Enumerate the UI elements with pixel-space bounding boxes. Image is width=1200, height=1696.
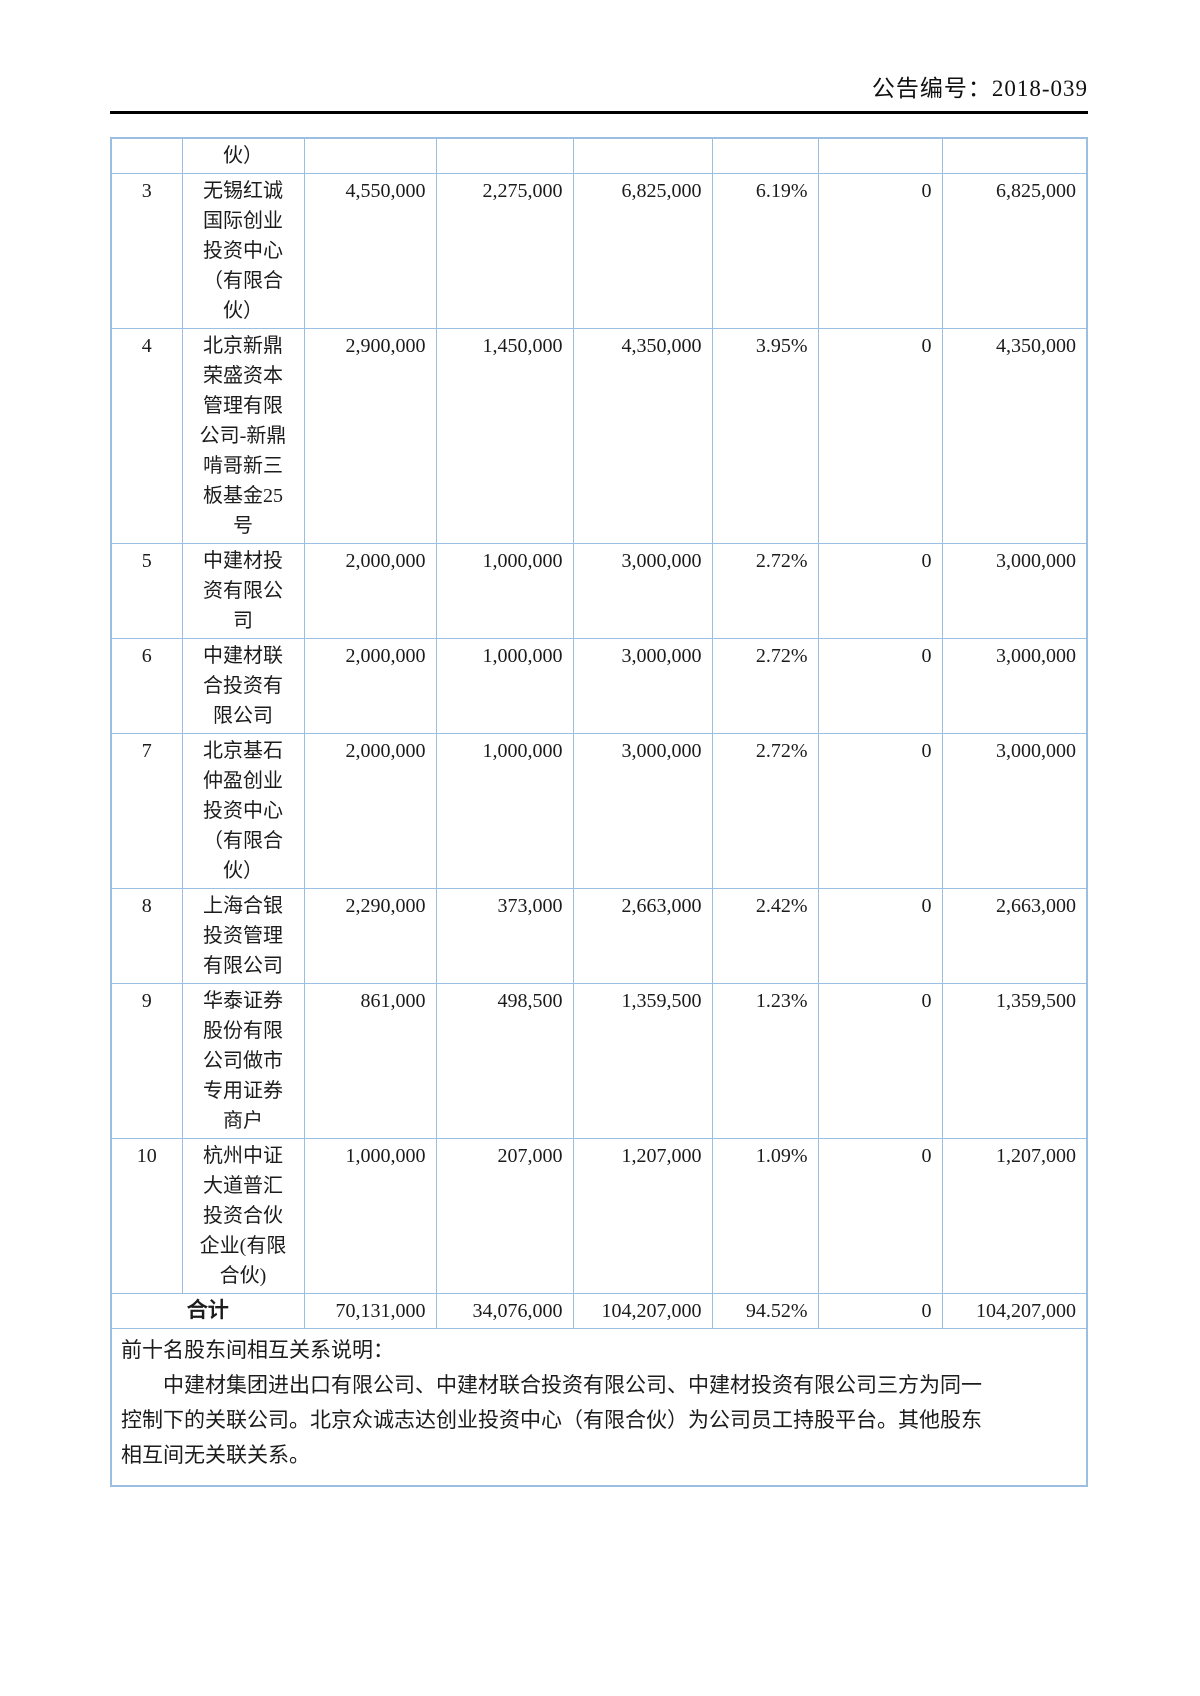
cell-pledged: 0 (817, 983, 943, 1139)
cell-shares-initial: 2,290,000 (303, 888, 437, 984)
cell-unrestricted (941, 137, 1088, 174)
cell-shares-added: 1,000,000 (435, 543, 574, 639)
relationship-note-cell: 前十名股东间相互关系说明： 中建材集团进出口有限公司、中建材联合投资有限公司、中… (110, 1328, 1088, 1487)
cell-shares-total: 3,000,000 (572, 543, 713, 639)
table-row: 9 华泰证券 股份有限 公司做市 专用证券 商户 861,000 498,500… (110, 983, 1088, 1139)
cell-shares-added (435, 137, 574, 174)
row-index: 7 (110, 733, 183, 889)
table-row-continuation: 伙） (110, 137, 1088, 174)
cell-pledged: 0 (817, 1138, 943, 1294)
total-shares-initial: 70,131,000 (303, 1293, 437, 1329)
row-index: 6 (110, 638, 183, 734)
cell-shares-initial: 4,550,000 (303, 173, 437, 329)
note-row: 前十名股东间相互关系说明： 中建材集团进出口有限公司、中建材联合投资有限公司、中… (110, 1328, 1088, 1487)
total-percent: 94.52% (711, 1293, 819, 1329)
cell-shares-added: 1,000,000 (435, 733, 574, 889)
cell-pledged: 0 (817, 328, 943, 544)
cell-shares-initial (303, 137, 437, 174)
shareholders-table: 伙） 3 无锡红诚 国际创业 投资中心 （有限合 伙） 4,550,000 2,… (110, 137, 1088, 1487)
cell-shares-initial: 861,000 (303, 983, 437, 1139)
shareholder-name: 伙） (181, 137, 305, 174)
table-row: 6 中建材联 合投资有 限公司 2,000,000 1,000,000 3,00… (110, 638, 1088, 734)
cell-unrestricted: 1,359,500 (941, 983, 1088, 1139)
cell-percent: 2.72% (711, 543, 819, 639)
cell-unrestricted: 2,663,000 (941, 888, 1088, 984)
shareholder-name: 中建材投 资有限公 司 (181, 543, 305, 639)
cell-percent: 3.95% (711, 328, 819, 544)
row-index: 8 (110, 888, 183, 984)
cell-pledged: 0 (817, 733, 943, 889)
cell-unrestricted: 6,825,000 (941, 173, 1088, 329)
cell-shares-added: 1,450,000 (435, 328, 574, 544)
cell-shares-total: 4,350,000 (572, 328, 713, 544)
cell-shares-initial: 2,000,000 (303, 543, 437, 639)
cell-pledged: 0 (817, 543, 943, 639)
cell-shares-initial: 2,000,000 (303, 733, 437, 889)
cell-pledged: 0 (817, 173, 943, 329)
table-row: 7 北京基石 仲盈创业 投资中心 （有限合 伙） 2,000,000 1,000… (110, 733, 1088, 889)
cell-shares-total: 2,663,000 (572, 888, 713, 984)
cell-shares-initial: 2,000,000 (303, 638, 437, 734)
cell-percent: 2.72% (711, 733, 819, 889)
cell-percent: 2.42% (711, 888, 819, 984)
header-rule (110, 111, 1088, 114)
shareholder-name: 杭州中证 大道普汇 投资合伙 企业(有限 合伙) (181, 1138, 305, 1294)
cell-unrestricted: 3,000,000 (941, 543, 1088, 639)
cell-percent: 1.09% (711, 1138, 819, 1294)
cell-percent: 1.23% (711, 983, 819, 1139)
cell-unrestricted: 3,000,000 (941, 638, 1088, 734)
relationship-note-title: 前十名股东间相互关系说明： (121, 1338, 394, 1362)
shareholder-name: 无锡红诚 国际创业 投资中心 （有限合 伙） (181, 173, 305, 329)
cell-percent: 6.19% (711, 173, 819, 329)
cell-percent (711, 137, 819, 174)
row-index (110, 137, 183, 174)
cell-pledged: 0 (817, 888, 943, 984)
cell-shares-initial: 1,000,000 (303, 1138, 437, 1294)
cell-shares-added: 2,275,000 (435, 173, 574, 329)
cell-unrestricted: 3,000,000 (941, 733, 1088, 889)
cell-shares-total: 6,825,000 (572, 173, 713, 329)
cell-shares-total: 1,207,000 (572, 1138, 713, 1294)
total-shares-total: 104,207,000 (572, 1293, 713, 1329)
shareholder-name: 上海合银 投资管理 有限公司 (181, 888, 305, 984)
cell-unrestricted: 1,207,000 (941, 1138, 1088, 1294)
total-shares-added: 34,076,000 (435, 1293, 574, 1329)
cell-shares-added: 373,000 (435, 888, 574, 984)
total-pledged: 0 (817, 1293, 943, 1329)
cell-shares-added: 498,500 (435, 983, 574, 1139)
row-index: 3 (110, 173, 183, 329)
page-content: 公告编号：2018-039 伙） 3 无锡红诚 国际创业 投资中心 （有限合 伙… (110, 0, 1088, 1487)
total-unrestricted: 104,207,000 (941, 1293, 1088, 1329)
cell-shares-total (572, 137, 713, 174)
cell-shares-total: 3,000,000 (572, 733, 713, 889)
cell-pledged (817, 137, 943, 174)
cell-shares-total: 1,359,500 (572, 983, 713, 1139)
cell-unrestricted: 4,350,000 (941, 328, 1088, 544)
table-row: 4 北京新鼎 荣盛资本 管理有限 公司-新鼎 啃哥新三 板基金25 号 2,90… (110, 328, 1088, 544)
shareholder-name: 中建材联 合投资有 限公司 (181, 638, 305, 734)
shareholder-name: 北京基石 仲盈创业 投资中心 （有限合 伙） (181, 733, 305, 889)
table-row: 5 中建材投 资有限公 司 2,000,000 1,000,000 3,000,… (110, 543, 1088, 639)
total-row: 合计 70,131,000 34,076,000 104,207,000 94.… (110, 1293, 1088, 1329)
shareholder-name: 华泰证券 股份有限 公司做市 专用证券 商户 (181, 983, 305, 1139)
row-index: 10 (110, 1138, 183, 1294)
row-index: 5 (110, 543, 183, 639)
shareholder-name: 北京新鼎 荣盛资本 管理有限 公司-新鼎 啃哥新三 板基金25 号 (181, 328, 305, 544)
cell-shares-added: 207,000 (435, 1138, 574, 1294)
relationship-note-body: 中建材集团进出口有限公司、中建材联合投资有限公司、中建材投资有限公司三方为同一 … (121, 1373, 982, 1467)
table-row: 3 无锡红诚 国际创业 投资中心 （有限合 伙） 4,550,000 2,275… (110, 173, 1088, 329)
cell-percent: 2.72% (711, 638, 819, 734)
cell-shares-added: 1,000,000 (435, 638, 574, 734)
row-index: 9 (110, 983, 183, 1139)
cell-shares-total: 3,000,000 (572, 638, 713, 734)
table-row: 10 杭州中证 大道普汇 投资合伙 企业(有限 合伙) 1,000,000 20… (110, 1138, 1088, 1294)
row-index: 4 (110, 328, 183, 544)
table-row: 8 上海合银 投资管理 有限公司 2,290,000 373,000 2,663… (110, 888, 1088, 984)
announcement-number: 公告编号：2018-039 (871, 76, 1088, 101)
cell-shares-initial: 2,900,000 (303, 328, 437, 544)
cell-pledged: 0 (817, 638, 943, 734)
total-label: 合计 (110, 1293, 305, 1329)
